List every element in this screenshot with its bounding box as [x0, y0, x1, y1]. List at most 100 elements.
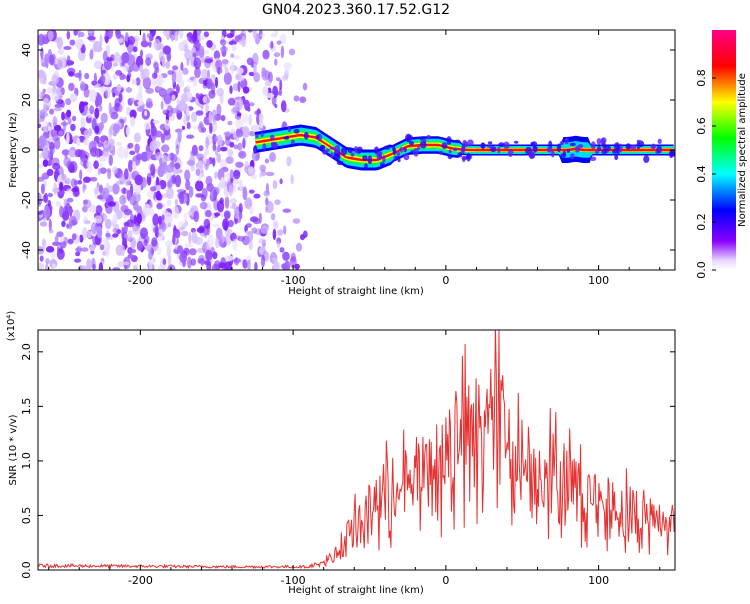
y-tick-label: 0.0 [20, 561, 33, 579]
noise-speckle [57, 48, 65, 55]
ridge-blob [260, 130, 264, 138]
noise-speckle [262, 49, 270, 60]
noise-speckle [220, 115, 226, 122]
noise-speckle [191, 111, 198, 123]
noise-speckle [216, 134, 223, 147]
noise-speckle [211, 109, 217, 122]
noise-speckle [115, 30, 121, 40]
noise-speckle [194, 180, 204, 192]
noise-speckle [248, 189, 255, 194]
ridge-blob [569, 142, 576, 147]
noise-speckle [195, 110, 204, 116]
noise-speckle [186, 159, 195, 166]
noise-speckle [272, 228, 277, 241]
noise-speckle [195, 168, 201, 176]
noise-speckle [292, 218, 301, 224]
noise-speckle [92, 236, 101, 245]
ridge-blob [625, 143, 631, 150]
noise-speckle [154, 130, 163, 138]
noise-speckle [246, 223, 252, 228]
noise-speckle [273, 52, 281, 58]
ridge-blob [564, 137, 569, 145]
noise-speckle [259, 173, 263, 178]
noise-speckle [230, 53, 235, 59]
noise-speckle [124, 168, 129, 180]
ridge-blob [448, 149, 452, 154]
ridge-blob [636, 139, 642, 143]
ridge-blob [270, 141, 277, 145]
noise-speckle [185, 179, 191, 191]
noise-speckle [225, 229, 233, 234]
noise-speckle [214, 212, 221, 217]
colorbar-tick-label: 0.8 [695, 69, 708, 87]
noise-speckle [189, 51, 193, 56]
noise-speckle [280, 100, 287, 113]
noise-speckle [231, 43, 237, 52]
noise-speckle [78, 31, 85, 38]
noise-speckle [66, 132, 70, 145]
y-tick-label: -20 [20, 191, 33, 209]
noise-speckle [212, 142, 216, 152]
noise-speckle [200, 258, 205, 266]
noise-speckle [148, 260, 153, 270]
ridge-blob [551, 150, 555, 158]
noise-speckle [117, 261, 124, 268]
noise-speckle [52, 187, 60, 193]
noise-speckle [61, 111, 65, 121]
noise-speckle [136, 105, 145, 112]
noise-speckle [87, 30, 94, 34]
noise-speckle [203, 31, 209, 38]
noise-speckle [144, 110, 148, 117]
noise-speckle [134, 143, 140, 154]
snr-data [38, 330, 675, 570]
noise-speckle [61, 55, 67, 68]
noise-speckle [186, 105, 190, 117]
noise-speckle [276, 241, 281, 249]
noise-speckle [228, 40, 237, 46]
y-tick-label: 40 [20, 43, 33, 57]
noise-speckle [174, 31, 179, 42]
noise-speckle [293, 95, 300, 102]
noise-speckle [107, 201, 117, 207]
noise-speckle [119, 119, 125, 124]
noise-speckle [95, 205, 103, 215]
noise-speckle [39, 153, 43, 159]
noise-speckle [108, 154, 114, 166]
noise-speckle [115, 244, 124, 256]
noise-speckle [238, 150, 247, 159]
noise-speckle [83, 176, 91, 183]
ridge-blob [336, 160, 344, 166]
noise-speckle [45, 258, 50, 265]
noise-speckle [264, 80, 272, 87]
noise-speckle [282, 208, 292, 213]
noise-speckle [265, 171, 275, 177]
noise-speckle [246, 259, 251, 270]
noise-speckle [161, 214, 165, 221]
noise-speckle [75, 247, 82, 253]
noise-speckle [194, 67, 201, 79]
ridge-blob [322, 149, 328, 155]
ridge-blob [350, 152, 355, 157]
noise-speckle [211, 263, 221, 270]
noise-speckle [229, 141, 235, 148]
noise-speckle [135, 77, 141, 86]
ridge-blob [452, 147, 458, 152]
noise-speckle [38, 123, 42, 128]
noise-speckle [77, 180, 83, 185]
noise-speckle [62, 205, 68, 217]
ridge-blob [487, 145, 493, 149]
noise-speckle [159, 157, 163, 166]
noise-speckle [198, 45, 205, 58]
noise-speckle [56, 231, 64, 238]
noise-speckle [101, 187, 110, 200]
noise-speckle [54, 235, 59, 243]
ridge-blob [532, 146, 538, 152]
noise-speckle [113, 62, 118, 67]
noise-speckle [156, 202, 163, 210]
noise-speckle [282, 251, 290, 261]
noise-speckle [50, 128, 59, 139]
noise-speckle [162, 45, 171, 55]
noise-speckle [89, 244, 96, 252]
noise-speckle [195, 162, 199, 168]
